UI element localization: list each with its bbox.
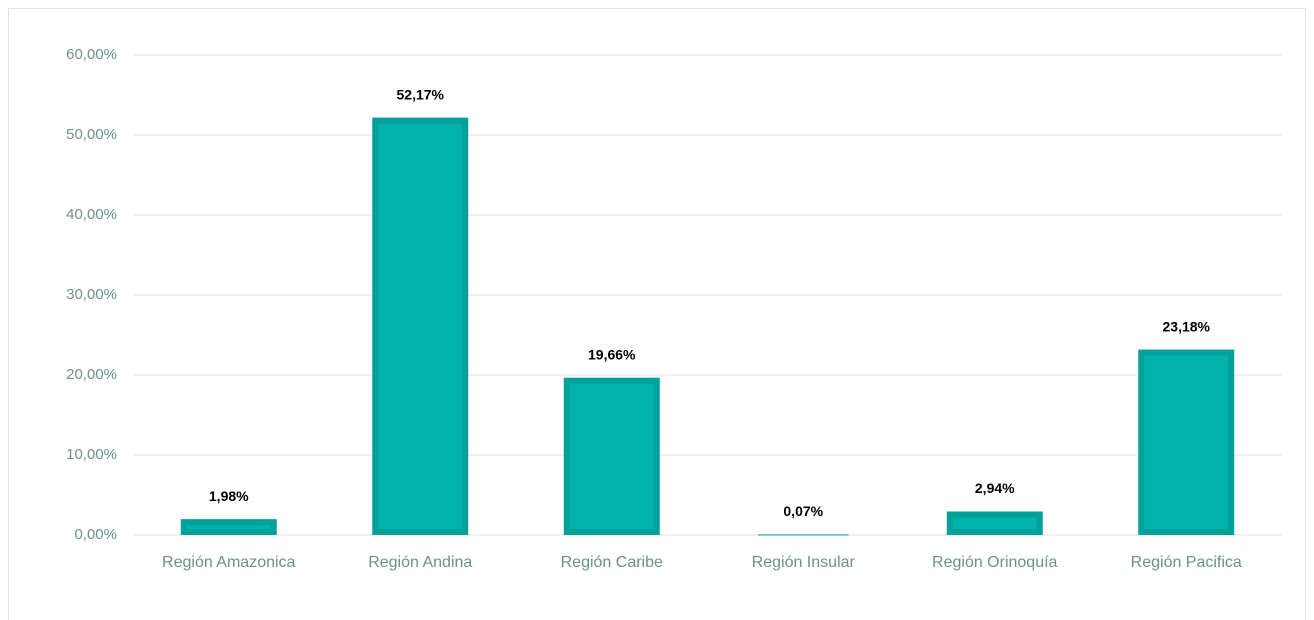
x-tick-label: Región Insular [752,554,856,571]
x-tick-label: Región Pacifica [1131,554,1242,571]
bar [563,377,660,535]
bar [946,511,1043,535]
data-label: 0,07% [783,503,823,519]
x-tick-label: Región Andina [368,554,472,571]
y-tick-label: 60,00% [66,46,117,63]
y-tick-label: 50,00% [66,126,117,143]
bar [180,519,277,535]
data-label: 1,98% [209,488,249,504]
x-tick-label: Región Orinoquía [932,554,1058,571]
data-label: 2,94% [975,480,1015,496]
data-label: 19,66% [588,346,636,362]
y-tick-label: 20,00% [66,366,117,383]
bar [757,534,849,536]
y-tick-label: 40,00% [66,206,117,223]
data-label: 52,17% [397,86,445,102]
x-tick-label: Región Caribe [561,554,663,571]
x-tick-label: Región Amazonica [162,554,296,571]
y-tick-label: 10,00% [66,446,117,463]
y-tick-label: 30,00% [66,286,117,303]
data-label: 23,18% [1163,318,1211,334]
bar [372,117,469,535]
bar [1138,349,1235,535]
y-tick-label: 0,00% [74,526,117,543]
